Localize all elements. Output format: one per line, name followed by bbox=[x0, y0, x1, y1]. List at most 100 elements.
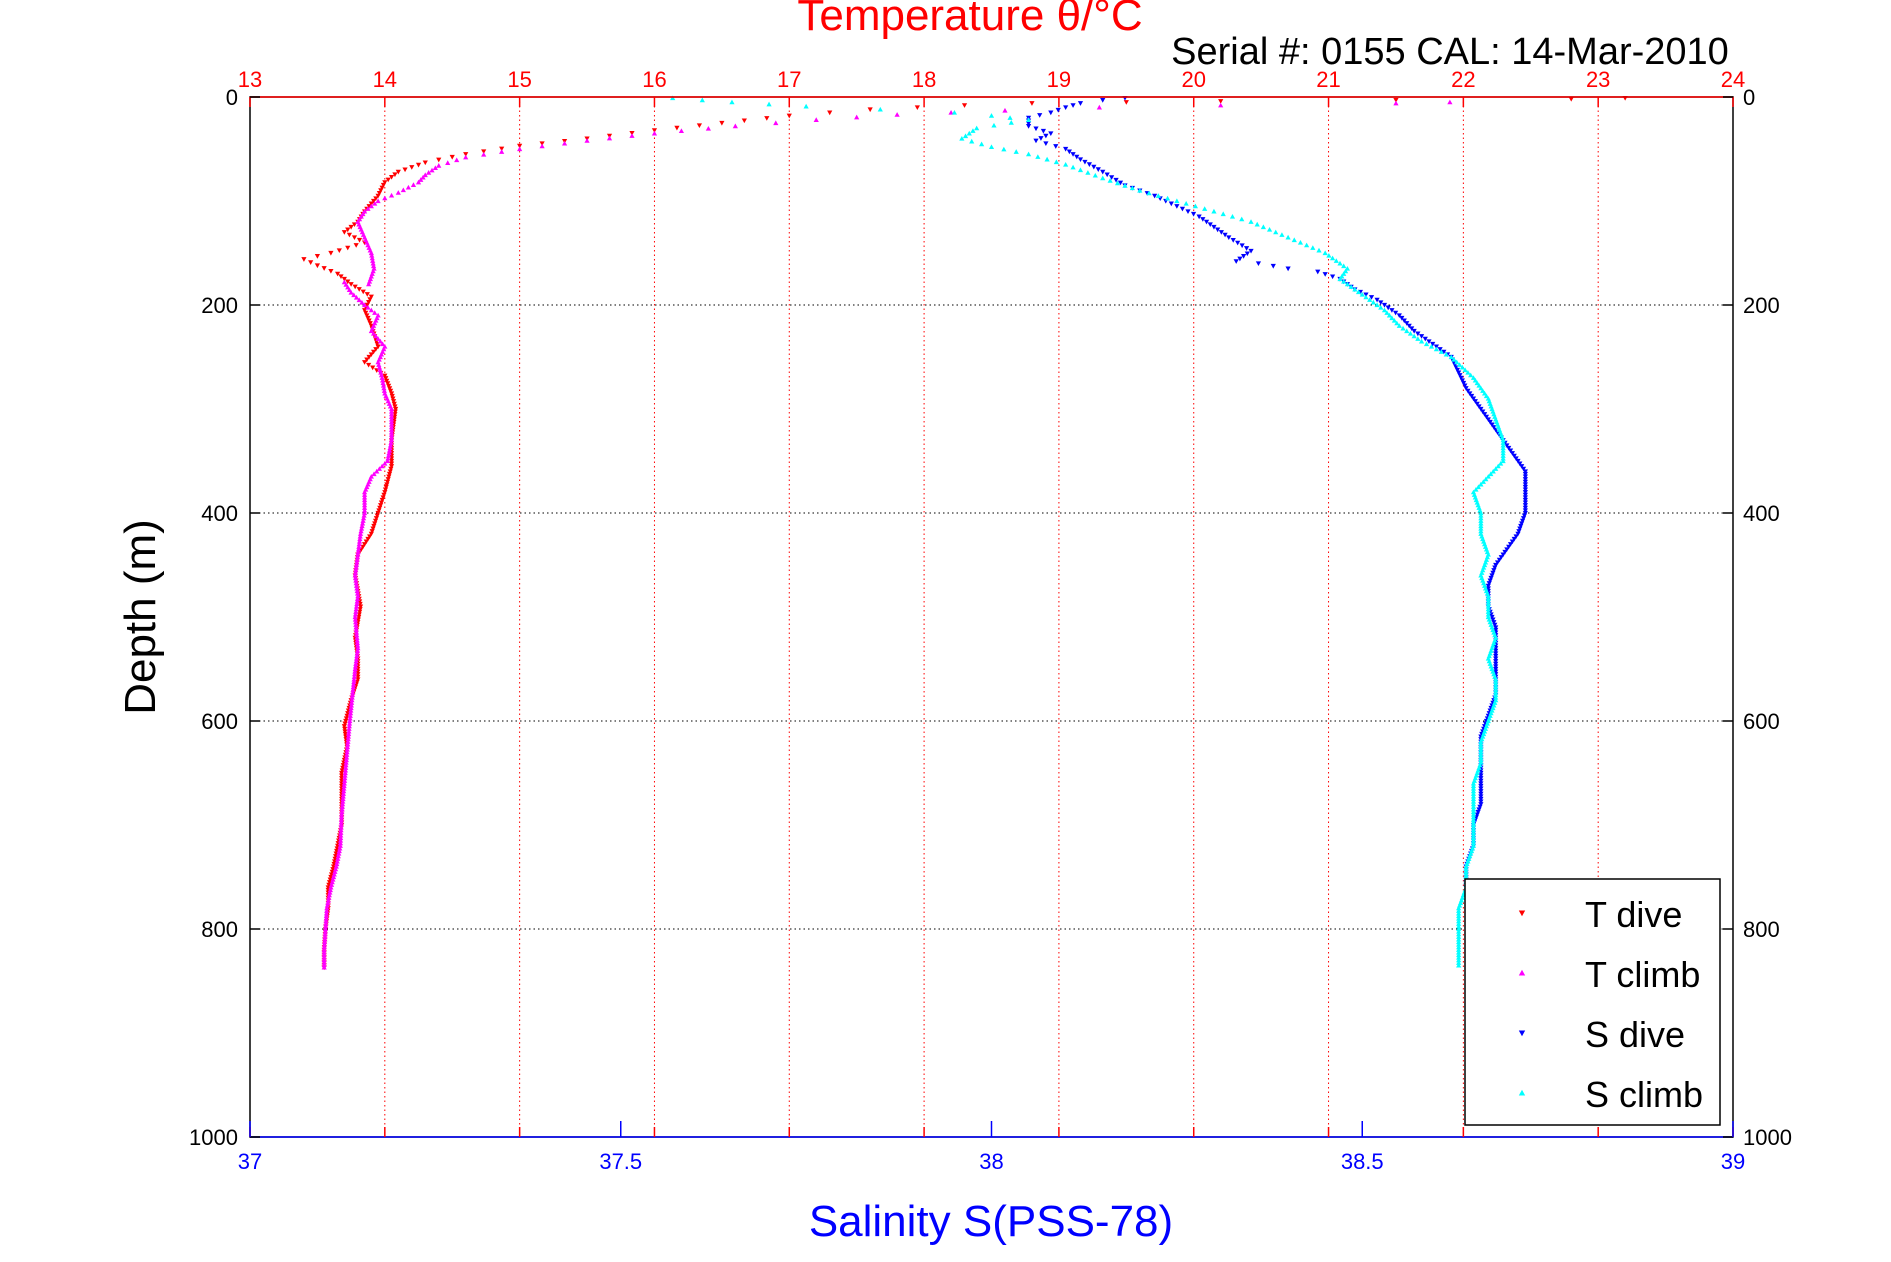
data-point bbox=[1491, 425, 1497, 430]
data-point bbox=[1483, 414, 1490, 420]
data-point bbox=[1441, 349, 1447, 355]
data-point bbox=[334, 861, 340, 867]
data-point bbox=[1487, 578, 1493, 584]
data-point bbox=[323, 916, 329, 921]
data-point bbox=[352, 570, 359, 575]
data-point bbox=[1470, 793, 1477, 799]
data-point bbox=[354, 554, 361, 560]
data-point bbox=[1517, 526, 1523, 532]
data-point bbox=[651, 128, 658, 133]
depth-tick-label-right: 400 bbox=[1743, 501, 1780, 526]
data-point bbox=[1493, 661, 1499, 667]
data-point bbox=[1488, 471, 1494, 477]
data-point bbox=[1454, 367, 1461, 373]
data-point bbox=[1063, 162, 1069, 167]
data-point bbox=[314, 254, 321, 259]
data-point bbox=[1493, 687, 1499, 692]
data-point bbox=[914, 105, 920, 110]
data-point bbox=[1168, 201, 1174, 207]
data-point bbox=[1494, 560, 1501, 565]
data-point bbox=[384, 378, 390, 384]
data-point bbox=[803, 103, 809, 109]
data-point bbox=[1478, 481, 1484, 487]
data-point bbox=[360, 518, 366, 523]
data-point bbox=[1485, 611, 1491, 617]
data-point bbox=[328, 268, 334, 274]
data-point bbox=[364, 292, 370, 297]
data-point bbox=[1463, 864, 1469, 869]
temperature-tick-label: 23 bbox=[1586, 67, 1610, 92]
data-point bbox=[773, 120, 779, 126]
data-point bbox=[374, 468, 380, 474]
data-point bbox=[1122, 183, 1128, 188]
data-point bbox=[343, 716, 349, 721]
data-point bbox=[1244, 251, 1250, 257]
data-point bbox=[387, 442, 394, 448]
data-point bbox=[1374, 297, 1380, 303]
data-point bbox=[340, 799, 346, 804]
data-point bbox=[354, 596, 361, 601]
data-point bbox=[1033, 138, 1039, 144]
data-point bbox=[1113, 177, 1119, 183]
data-point bbox=[1478, 385, 1484, 391]
data-point bbox=[1478, 786, 1484, 792]
data-point bbox=[1456, 918, 1462, 924]
data-point bbox=[357, 536, 363, 542]
data-point bbox=[1522, 484, 1528, 490]
data-point bbox=[1460, 380, 1467, 386]
data-point bbox=[1266, 227, 1273, 232]
data-point bbox=[827, 110, 833, 116]
data-point bbox=[1430, 341, 1436, 347]
data-point bbox=[339, 804, 345, 809]
data-point bbox=[359, 523, 365, 529]
data-point bbox=[341, 783, 347, 789]
data-point bbox=[951, 110, 958, 115]
data-point bbox=[1344, 281, 1351, 287]
data-point bbox=[343, 718, 349, 724]
data-point bbox=[382, 461, 388, 466]
data-point bbox=[1470, 783, 1477, 789]
data-point bbox=[1070, 152, 1076, 157]
data-point bbox=[345, 279, 351, 285]
data-point bbox=[1104, 172, 1110, 178]
data-point bbox=[1465, 388, 1471, 394]
data-point bbox=[353, 622, 359, 627]
data-point bbox=[1480, 409, 1486, 415]
data-point bbox=[379, 341, 386, 347]
data-point bbox=[1463, 866, 1469, 872]
data-point bbox=[1493, 656, 1499, 662]
data-point bbox=[353, 567, 359, 573]
data-point bbox=[1478, 781, 1484, 786]
data-point bbox=[357, 531, 364, 536]
data-point bbox=[350, 689, 356, 695]
data-point bbox=[356, 237, 363, 243]
data-point bbox=[377, 338, 383, 344]
data-point bbox=[1381, 302, 1388, 308]
data-point bbox=[1348, 284, 1354, 289]
data-point bbox=[1522, 471, 1528, 477]
data-point bbox=[1248, 248, 1254, 254]
data-point bbox=[1478, 520, 1484, 526]
data-point bbox=[1522, 492, 1528, 498]
data-point bbox=[354, 598, 360, 604]
data-point bbox=[1400, 325, 1406, 331]
data-point bbox=[1085, 170, 1091, 175]
data-point bbox=[359, 299, 365, 305]
data-point bbox=[1456, 926, 1462, 932]
data-point bbox=[1465, 370, 1471, 375]
data-point bbox=[377, 505, 383, 511]
legend-label: T dive bbox=[1585, 894, 1682, 935]
data-point bbox=[352, 575, 359, 581]
data-point bbox=[1447, 99, 1453, 105]
data-point bbox=[1485, 586, 1491, 591]
data-point bbox=[348, 224, 354, 230]
data-point bbox=[1370, 299, 1376, 305]
data-point bbox=[1493, 648, 1499, 654]
data-point bbox=[1418, 338, 1425, 344]
data-point bbox=[1393, 310, 1399, 316]
data-point bbox=[1493, 695, 1499, 700]
data-point bbox=[382, 490, 388, 495]
data-point bbox=[1485, 601, 1491, 607]
data-point bbox=[322, 936, 328, 942]
